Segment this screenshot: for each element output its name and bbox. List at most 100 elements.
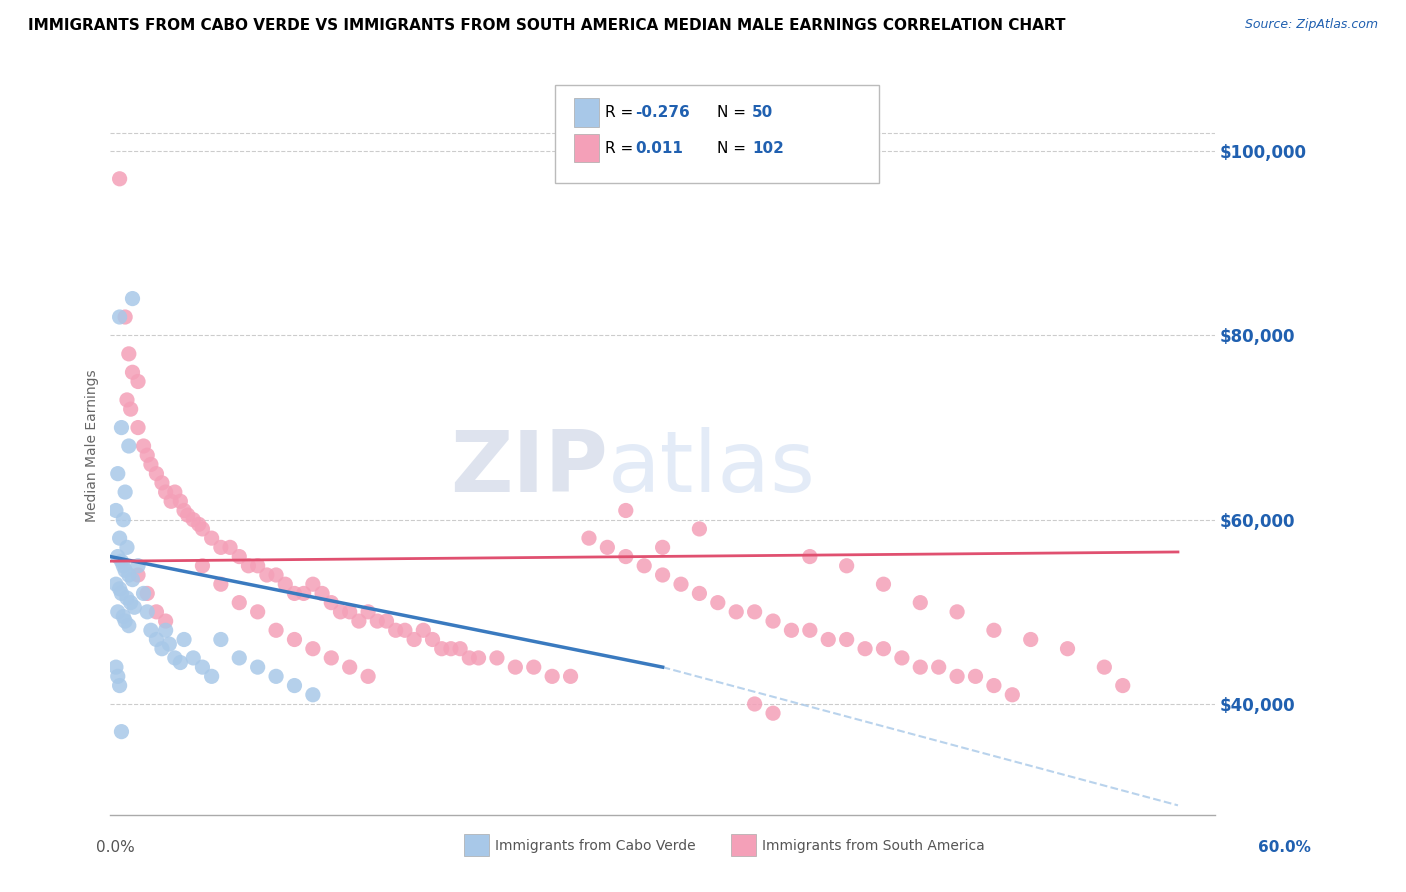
Point [1092, 660, 1115, 674]
Point [120, 596, 142, 610]
Point [139, 458, 162, 472]
Text: R =: R = [605, 105, 638, 120]
Point [799, 549, 821, 564]
Point [430, 641, 453, 656]
Point [1019, 632, 1042, 647]
Point [110, 586, 132, 600]
Point [458, 651, 481, 665]
Point [302, 688, 325, 702]
Point [762, 614, 785, 628]
Point [145, 632, 167, 647]
Point [201, 669, 224, 683]
Point [121, 292, 143, 306]
Point [835, 632, 858, 647]
Point [246, 660, 269, 674]
Point [384, 624, 406, 638]
Point [707, 596, 730, 610]
Point [246, 605, 269, 619]
Point [209, 577, 232, 591]
Point [181, 513, 204, 527]
Point [485, 651, 508, 665]
Point [264, 624, 287, 638]
Point [150, 641, 173, 656]
Point [835, 558, 858, 573]
Point [292, 586, 315, 600]
Point [155, 485, 177, 500]
Point [201, 531, 224, 545]
Text: 50: 50 [752, 105, 773, 120]
Text: atlas: atlas [607, 426, 815, 509]
Point [114, 614, 136, 628]
Point [118, 618, 141, 632]
Point [108, 171, 131, 186]
Point [302, 641, 325, 656]
Point [560, 669, 582, 683]
Text: -0.276: -0.276 [636, 105, 690, 120]
Point [127, 375, 149, 389]
Text: ZIP: ZIP [450, 426, 607, 509]
Point [191, 522, 214, 536]
Point [541, 669, 564, 683]
Point [302, 577, 325, 591]
Point [118, 347, 141, 361]
Point [115, 591, 138, 605]
Point [160, 494, 183, 508]
Point [155, 624, 177, 638]
Point [163, 651, 186, 665]
Point [872, 641, 894, 656]
Point [983, 679, 1005, 693]
Point [108, 310, 131, 324]
Point [127, 558, 149, 573]
Point [121, 573, 143, 587]
Point [228, 549, 250, 564]
Point [173, 632, 195, 647]
Point [114, 563, 136, 577]
Point [596, 541, 619, 555]
Point [321, 651, 343, 665]
Point [688, 586, 710, 600]
Point [928, 660, 950, 674]
Text: 0.011: 0.011 [636, 141, 683, 155]
Point [191, 660, 214, 674]
Point [136, 605, 159, 619]
Point [246, 558, 269, 573]
Point [209, 632, 232, 647]
Point [366, 614, 388, 628]
Point [187, 517, 209, 532]
Point [440, 641, 463, 656]
Point [799, 624, 821, 638]
Point [357, 669, 380, 683]
Text: 0.0%: 0.0% [96, 840, 135, 855]
Point [394, 624, 416, 638]
Point [238, 558, 260, 573]
Point [107, 549, 129, 564]
Point [145, 605, 167, 619]
Point [422, 632, 444, 647]
Point [145, 467, 167, 481]
Point [219, 541, 242, 555]
Point [965, 669, 987, 683]
Point [578, 531, 600, 545]
Point [108, 582, 131, 596]
Point [651, 568, 673, 582]
Point [744, 697, 766, 711]
Point [311, 586, 333, 600]
Point [104, 577, 127, 591]
Point [283, 632, 305, 647]
Point [329, 605, 352, 619]
Point [228, 651, 250, 665]
Point [114, 310, 136, 324]
Point [375, 614, 398, 628]
Point [614, 549, 637, 564]
Point [264, 669, 287, 683]
Point [946, 669, 969, 683]
Point [127, 420, 149, 434]
Text: Immigrants from South America: Immigrants from South America [762, 838, 984, 853]
Point [112, 558, 135, 573]
Point [169, 494, 191, 508]
Point [890, 651, 912, 665]
Point [946, 605, 969, 619]
Point [112, 513, 135, 527]
Point [173, 503, 195, 517]
Point [108, 531, 131, 545]
